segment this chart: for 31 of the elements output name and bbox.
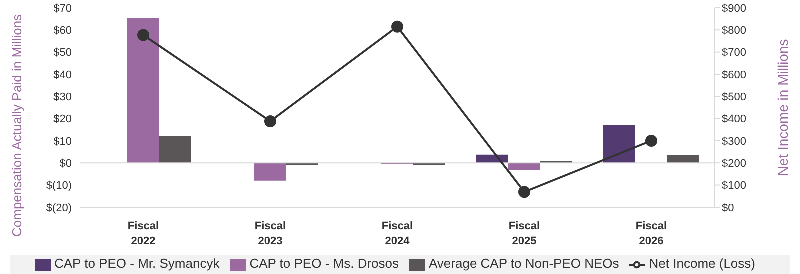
y-tick-label: $30: [54, 92, 72, 104]
y2-tick-label: $0: [722, 202, 734, 214]
y-tick-label: $0: [60, 158, 72, 170]
y-tick-label: $50: [54, 47, 72, 60]
legend-label: Average CAP to Non-PEO NEOs: [429, 256, 620, 272]
x-tick-label: Fiscal 2023: [254, 220, 286, 248]
y2-tick-label: $100: [722, 180, 746, 192]
y2-tick-label: $500: [722, 92, 746, 104]
y2-tick-label: $600: [722, 69, 746, 82]
y-tick-label: $20: [54, 114, 72, 126]
y-axis-title: Compensation Actually Paid in Millions: [10, 14, 25, 237]
legend-label: CAP to PEO - Ms. Drosos: [250, 256, 399, 272]
x-tick-label: Fiscal 2024: [382, 220, 414, 248]
y2-axis-title: Net Income in Millions: [774, 39, 791, 176]
y-tick-label: $(20): [46, 202, 72, 214]
y-tick-label: $70: [54, 2, 72, 15]
y2-tick-label: $700: [722, 47, 746, 60]
y2-tick-label: $300: [722, 136, 746, 148]
y2-tick-label: $900: [722, 2, 746, 15]
legend-label: Net Income (Loss): [649, 256, 756, 272]
y-tick-label: $60: [54, 25, 72, 38]
y-tick-label: $10: [54, 136, 72, 148]
legend-label: CAP to PEO - Mr. Symancyk: [54, 256, 220, 272]
y2-tick-label: $200: [722, 158, 746, 170]
y-tick-label: $(10): [46, 180, 72, 192]
y2-tick-label: $800: [722, 25, 746, 38]
y2-tick-label: $400: [722, 114, 746, 126]
x-tick-label: Fiscal 2026: [636, 220, 668, 248]
x-tick-label: Fiscal 2022: [128, 220, 160, 248]
x-tick-label: Fiscal 2025: [508, 220, 540, 248]
y-tick-label: $40: [54, 69, 72, 82]
